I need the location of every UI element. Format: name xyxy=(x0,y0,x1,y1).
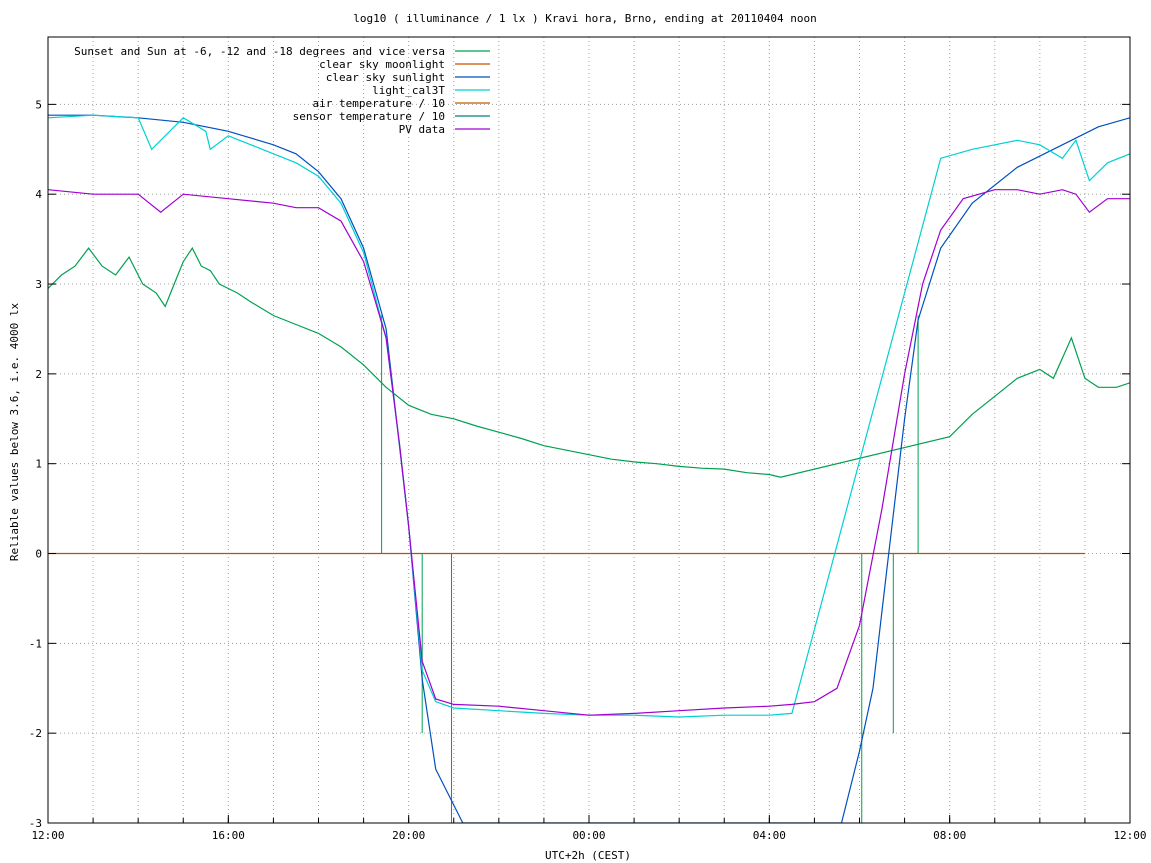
legend-label: light_cal3T xyxy=(372,84,445,97)
legend-label: clear sky sunlight xyxy=(326,71,445,84)
chart-title: log10 ( illuminance / 1 lx ) Kravi hora,… xyxy=(353,12,817,25)
y-tick-label: 1 xyxy=(35,458,42,471)
x-tick-label: 12:00 xyxy=(1113,829,1146,842)
x-tick-label: 04:00 xyxy=(753,829,786,842)
y-tick-label: 3 xyxy=(35,278,42,291)
x-tick-label: 20:00 xyxy=(392,829,425,842)
y-tick-label: 4 xyxy=(35,188,42,201)
y-tick-label: -1 xyxy=(29,637,42,650)
y-tick-label: -3 xyxy=(29,817,42,830)
x-axis-ticks: 12:00 16:00 20:00 00:00 04:00 08:00 12:00 xyxy=(31,815,1147,842)
legend-label: clear sky moonlight xyxy=(319,58,445,71)
y-axis-label: Reliable values below 3.6, i.e. 4000 lx xyxy=(8,302,21,561)
series-layer xyxy=(48,114,1130,823)
x-tick-label: 08:00 xyxy=(933,829,966,842)
series-3-line xyxy=(48,114,1130,718)
y-axis-ticks: -3 -2 -1 0 1 2 3 4 5 xyxy=(29,98,1130,830)
legend: Sunset and Sun at -6, -12 and -18 degree… xyxy=(74,45,490,136)
series-0-line xyxy=(48,246,1130,478)
legend-label: air temperature / 10 xyxy=(313,97,445,110)
legend-label: PV data xyxy=(399,123,445,136)
y-tick-label: 0 xyxy=(35,548,42,561)
y-tick-label: 2 xyxy=(35,368,42,381)
x-axis-label: UTC+2h (CEST) xyxy=(545,849,631,862)
legend-label: Sunset and Sun at -6, -12 and -18 degree… xyxy=(74,45,445,58)
series-2-line xyxy=(48,114,1130,823)
x-tick-label: 12:00 xyxy=(31,829,64,842)
grid xyxy=(48,37,1130,823)
x-tick-label: 16:00 xyxy=(212,829,245,842)
x-tick-label: 00:00 xyxy=(572,829,605,842)
y-tick-label: 5 xyxy=(35,98,42,111)
series-6-line xyxy=(48,189,1130,716)
legend-label: sensor temperature / 10 xyxy=(293,110,445,123)
y-tick-label: -2 xyxy=(29,727,42,740)
